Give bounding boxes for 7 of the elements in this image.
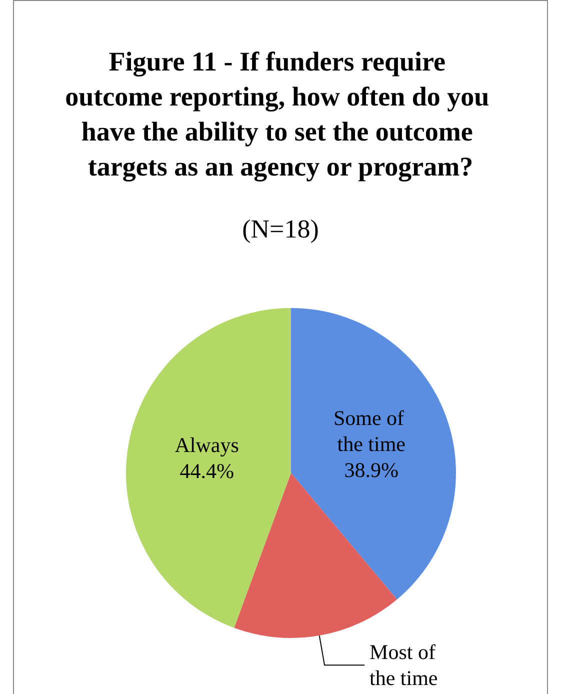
slice-label: Some of the time: [333, 406, 410, 456]
chart-title: Figure 11 - If funders require outcome reporting, how often do you have the ability to set the outcome targets as an agency or program?: [65, 46, 496, 182]
slice-label: Always: [174, 433, 239, 458]
data-label: 38.9%: [344, 458, 398, 482]
chart-subtitle: (N=18): [242, 214, 319, 244]
data-label: 44.4%: [180, 459, 234, 484]
slice-label: Most of the time: [370, 640, 441, 690]
